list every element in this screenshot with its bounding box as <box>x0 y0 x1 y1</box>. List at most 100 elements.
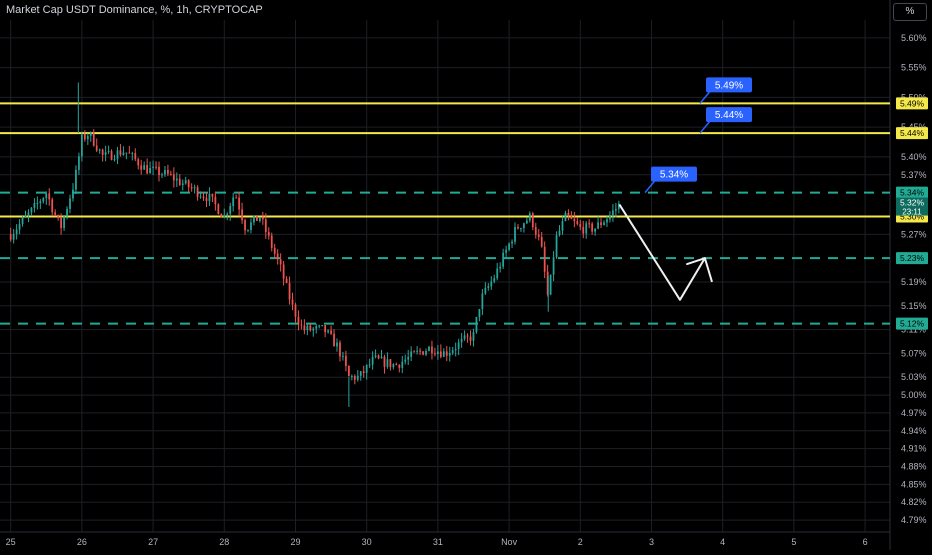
candle-body <box>342 355 344 357</box>
candle-body <box>606 219 608 223</box>
candle-body <box>51 199 54 213</box>
candle-body <box>514 227 516 242</box>
x-tick-label: 25 <box>6 537 16 547</box>
candle-body <box>104 152 107 155</box>
candle-body <box>333 333 335 347</box>
candle-body <box>365 365 368 373</box>
candle-body <box>21 217 24 224</box>
x-tick-label: 4 <box>720 537 725 547</box>
y-tick-label: 4.79% <box>901 515 927 525</box>
candle-body <box>229 205 232 214</box>
candle-body <box>137 159 140 166</box>
candle-body <box>386 359 389 367</box>
candle-body <box>350 375 353 377</box>
candle-body <box>336 342 338 347</box>
candle-body <box>383 356 386 367</box>
candle-body <box>152 166 154 168</box>
x-tick-label: 6 <box>863 537 868 547</box>
chart-title: Market Cap USDT Dominance, %, 1h, CRYPTO… <box>6 4 263 16</box>
candle-body <box>250 222 252 230</box>
candle-body <box>267 232 270 236</box>
candle-body <box>347 365 350 377</box>
candle-body <box>561 221 564 231</box>
y-tick-label: 5.40% <box>901 152 927 162</box>
candle-body <box>451 350 454 353</box>
candle-body <box>18 223 21 230</box>
candle-body <box>143 165 146 170</box>
candle-body <box>288 282 291 300</box>
level-price-label: 5.12% <box>900 319 925 329</box>
candle-body <box>140 165 143 170</box>
countdown-label: 23:11 <box>902 208 922 217</box>
candle-body <box>401 361 404 368</box>
level-callout <box>651 166 697 182</box>
candle-body <box>407 356 410 360</box>
last-price-label: 5.32% <box>900 198 925 208</box>
candle-body <box>220 213 223 217</box>
candle-body <box>92 132 95 146</box>
candle-body <box>256 216 258 221</box>
candle-body <box>511 241 513 244</box>
candle-body <box>72 189 74 199</box>
candle-body <box>297 316 300 325</box>
percent-scale-button[interactable]: % <box>893 3 927 21</box>
y-tick-label: 5.60% <box>901 33 927 43</box>
candle-body <box>211 193 214 197</box>
candle-body <box>353 375 356 380</box>
candle-body <box>534 227 537 235</box>
candle-body <box>122 152 125 155</box>
candle-body <box>270 235 273 248</box>
candle-body <box>543 246 546 272</box>
candle-body <box>410 351 413 357</box>
candle-body <box>119 150 122 155</box>
candle-body <box>113 159 116 161</box>
x-tick-label: 31 <box>433 537 443 547</box>
candle-body <box>505 249 508 253</box>
candle-body <box>95 145 98 151</box>
candle-body <box>359 371 362 376</box>
candle-body <box>582 226 585 234</box>
y-tick-label: 4.82% <box>901 497 927 507</box>
candle-body <box>12 234 15 240</box>
candle-body <box>517 227 519 229</box>
candle-body <box>172 174 175 181</box>
candle-body <box>294 304 297 317</box>
level-price-label: 5.44% <box>900 128 925 138</box>
candle-body <box>125 152 128 154</box>
level-price-label: 5.23% <box>900 253 925 263</box>
level-price-badge <box>896 317 928 330</box>
candle-body <box>110 151 113 160</box>
candle-body <box>202 196 205 198</box>
candle-body <box>404 359 407 362</box>
y-tick-label: 5.00% <box>901 390 927 400</box>
candle-body <box>27 212 30 216</box>
candle-body <box>389 359 392 368</box>
candle-body <box>131 153 134 155</box>
candle-body <box>303 325 306 331</box>
candle-body <box>416 350 419 352</box>
candle-body <box>187 180 190 188</box>
candle-body <box>244 220 246 231</box>
candle-body <box>42 198 45 202</box>
y-tick-label: 4.91% <box>901 444 927 454</box>
level-price-badge <box>896 127 928 140</box>
candle-body <box>523 223 525 229</box>
level-price-label: 5.49% <box>900 98 925 108</box>
candle-body <box>579 223 582 227</box>
candle-body <box>546 271 549 295</box>
candle-body <box>134 153 137 160</box>
candle-body <box>466 335 469 337</box>
candle-body <box>614 208 617 211</box>
y-tick-label: 4.88% <box>901 462 927 472</box>
candle-body <box>493 278 496 282</box>
candle-body <box>291 299 294 305</box>
candle-body <box>318 325 321 327</box>
level-callout-label: 5.44% <box>715 110 743 121</box>
y-tick-label: 5.19% <box>901 277 927 287</box>
candle-body <box>193 187 196 189</box>
candle-body <box>552 257 555 275</box>
level-price-label: 5.34% <box>900 188 925 198</box>
candle-body <box>475 317 478 333</box>
